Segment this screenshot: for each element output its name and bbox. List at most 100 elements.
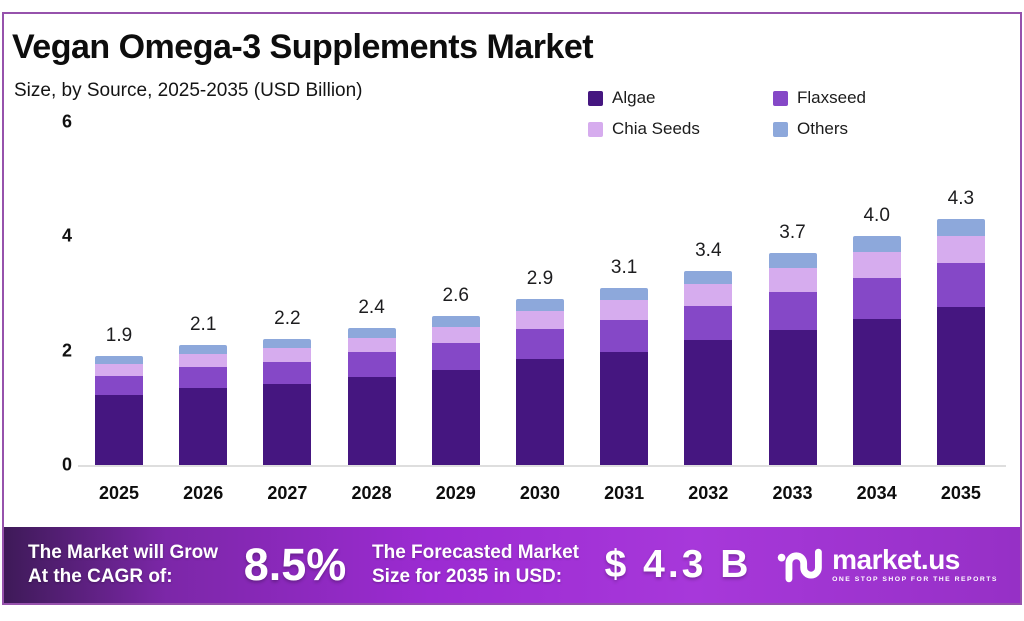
stacked-bar-2034: [852, 236, 901, 465]
y-tick-0: 0: [61, 454, 72, 475]
bar-segment-others: [95, 356, 143, 364]
bar-segment-flaxseed: [263, 361, 312, 385]
bar-column-2025: 1.9: [95, 325, 143, 465]
bar-segment-others: [515, 299, 564, 311]
bar-segment-algae: [263, 384, 312, 465]
bar-column-2032: 3.4: [684, 239, 733, 465]
x-tick-2030: 2030: [519, 483, 560, 503]
bar-column-2026: 2.1: [179, 313, 228, 465]
chart-frame-border: [2, 12, 1022, 605]
x-axis-labels: 2025 2026 2027 2028 2029 2030 2031 2032 2033 2034…: [95, 483, 985, 504]
bar-value-label-2029: 2.6: [442, 285, 469, 307]
bar-segment-flaxseed: [95, 375, 143, 396]
legend-swatch-chia-seeds: [588, 121, 603, 137]
y-tick-2: 2: [61, 340, 72, 361]
x-tick-2029: 2029: [435, 483, 476, 503]
forecast-label-line1: The Forecasted Market: [372, 541, 579, 563]
stacked-bar-2035: [936, 219, 985, 465]
bar-value-label-2025: 1.9: [105, 325, 133, 347]
x-tick-2033: 2033: [772, 483, 813, 503]
x-tick-2026: 2026: [183, 483, 224, 503]
market-us-logo-tagline: ONE STOP SHOP FOR THE REPORTS: [832, 576, 998, 584]
legend-swatch-flaxseed: [773, 90, 788, 106]
bar-segment-others: [852, 236, 901, 253]
legend-item-chia-seeds: Chia Seeds: [588, 119, 773, 139]
bar-segment-flaxseed: [768, 291, 817, 330]
bar-column-2027: 2.2: [263, 308, 312, 465]
bar-segment-flaxseed: [600, 319, 649, 352]
x-tick-2027: 2027: [267, 483, 308, 503]
bar-segment-flaxseed: [431, 343, 480, 371]
bar-value-label-2030: 2.9: [526, 268, 554, 290]
market-us-logo: market.us ONE STOP SHOP FOR THE REPORTS: [777, 545, 998, 585]
bar-segment-chia-seeds: [600, 300, 649, 320]
stacked-bar-2029: [431, 316, 480, 465]
x-tick-2032: 2032: [688, 483, 729, 503]
bar-segment-algae: [684, 340, 733, 465]
forecast-label: The Forecasted Market Size for 2035 in U…: [372, 541, 579, 590]
x-tick-2031: 2031: [604, 483, 645, 503]
cagr-value: 8.5%: [243, 539, 347, 590]
stacked-bar-2031: [600, 287, 649, 465]
cagr-label: The Market will Grow At the CAGR of:: [28, 541, 218, 590]
legend-swatch-algae: [588, 90, 603, 106]
bar-segment-chia-seeds: [684, 284, 733, 306]
bar-segment-algae: [95, 395, 143, 465]
bar-segment-others: [431, 316, 480, 327]
bar-segment-algae: [179, 388, 228, 465]
stacked-bar-2033: [768, 253, 817, 465]
market-us-logo-text-wrap: market.us ONE STOP SHOP FOR THE REPORTS: [832, 546, 998, 584]
legend-label-flaxseed: Flaxseed: [797, 88, 866, 107]
legend-label-others: Others: [797, 119, 849, 138]
legend-label-chia-seeds: Chia Seeds: [612, 119, 700, 138]
bar-segment-algae: [936, 307, 985, 465]
bar-segment-chia-seeds: [347, 337, 396, 353]
legend-item-others: Others: [773, 119, 866, 139]
x-tick-2034: 2034: [856, 483, 897, 503]
bottom-banner: The Market will Grow At the CAGR of: 8.5…: [4, 527, 1020, 603]
bar-column-2035: 4.3: [936, 188, 985, 465]
forecast-value: $ 4.3 B: [604, 543, 752, 586]
bar-segment-algae: [431, 370, 480, 465]
bar-segment-flaxseed: [684, 305, 733, 341]
bar-segment-algae: [768, 329, 817, 465]
bar-segment-chia-seeds: [95, 363, 143, 376]
bar-segment-algae: [600, 351, 649, 465]
bar-segment-chia-seeds: [431, 326, 480, 344]
bar-column-2034: 4.0: [852, 205, 901, 465]
bar-segment-others: [600, 287, 649, 301]
bar-segment-chia-seeds: [515, 310, 564, 329]
bar-value-label-2028: 2.4: [358, 296, 385, 318]
cagr-label-line1: The Market will Grow: [28, 541, 219, 563]
bar-segment-algae: [347, 376, 396, 465]
x-tick-2035: 2035: [940, 483, 981, 503]
bar-value-label-2026: 2.1: [189, 313, 217, 335]
x-tick-2028: 2028: [351, 483, 392, 503]
bar-value-label-2031: 3.1: [610, 256, 638, 278]
bar-segment-flaxseed: [347, 352, 396, 377]
bar-segment-others: [263, 339, 312, 348]
x-tick-2025: 2025: [98, 483, 140, 503]
bar-value-label-2035: 4.3: [947, 188, 975, 210]
bar-value-label-2032: 3.4: [695, 239, 722, 261]
bar-segment-others: [936, 219, 985, 237]
legend-swatch-others: [773, 121, 788, 137]
bar-value-label-2034: 4.0: [863, 205, 890, 227]
bar-segment-algae: [852, 318, 901, 465]
market-us-logo-text: market.us: [832, 544, 960, 576]
y-tick-6: 6: [61, 111, 72, 132]
bar-segment-flaxseed: [936, 263, 985, 308]
y-tick-4: 4: [61, 225, 72, 246]
bar-segment-chia-seeds: [936, 236, 985, 264]
chart-subtitle: Size, by Source, 2025-2035 (USD Billion): [14, 80, 363, 101]
page-title: Vegan Omega-3 Supplements Market: [12, 28, 594, 66]
bar-segment-algae: [515, 358, 564, 465]
bar-segment-others: [347, 327, 396, 338]
bar-column-2033: 3.7: [768, 222, 817, 465]
bar-segment-chia-seeds: [263, 347, 312, 362]
bar-segment-flaxseed: [852, 277, 901, 319]
bar-segment-others: [179, 344, 228, 354]
bar-value-label-2033: 3.7: [779, 222, 806, 244]
bar-column-2030: 2.9: [515, 268, 564, 465]
